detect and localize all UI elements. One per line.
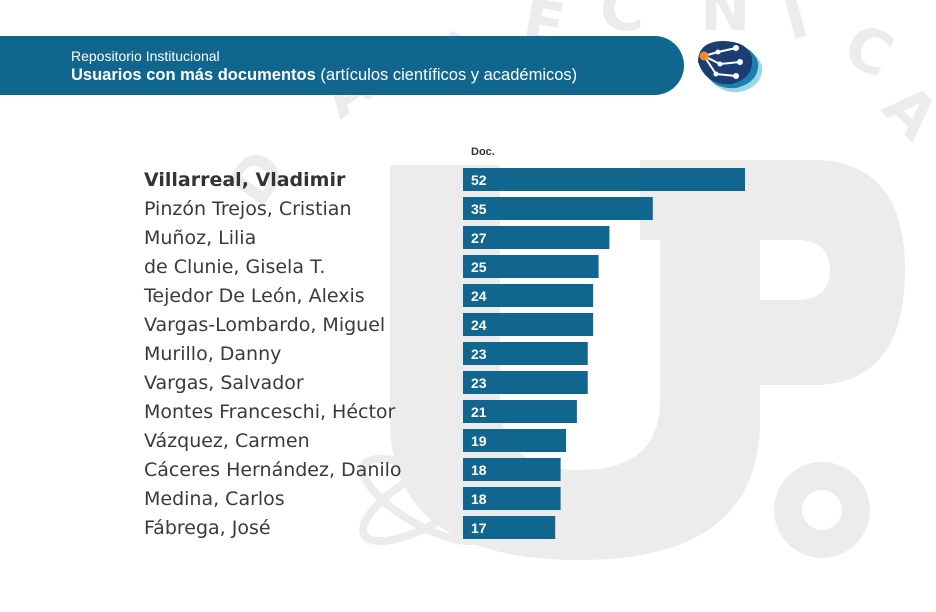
- repository-subtitle: Repositorio Institucional: [71, 48, 220, 64]
- page-title: Usuarios con más documentos (artículos c…: [71, 66, 577, 85]
- bar: [463, 313, 594, 336]
- bar-value-label: 25: [471, 259, 487, 275]
- author-label: Murillo, Danny: [144, 343, 281, 365]
- bar-value-label: 17: [471, 520, 487, 536]
- bar-value-label: 18: [471, 491, 487, 507]
- bar: [463, 371, 588, 394]
- bar-value-label: 52: [471, 172, 487, 188]
- author-label: Cáceres Hernández, Danilo: [144, 459, 402, 481]
- bar: [463, 168, 745, 191]
- author-label: Villarreal, Vladimir: [144, 169, 346, 191]
- bar-value-label: 24: [471, 317, 487, 333]
- bar-value-label: 18: [471, 462, 487, 478]
- title-main: Usuarios con más documentos: [71, 66, 321, 84]
- bar: [463, 400, 577, 423]
- bar: [463, 342, 588, 365]
- bar-value-label: 27: [471, 230, 487, 246]
- bar-value-label: 21: [471, 404, 487, 420]
- bar: [463, 487, 561, 510]
- author-label: Vargas-Lombardo, Miguel: [144, 314, 385, 336]
- bar: [463, 197, 653, 220]
- bar-value-label: 35: [471, 201, 487, 217]
- bar: [463, 255, 599, 278]
- bar-value-label: 24: [471, 288, 487, 304]
- author-label: Vázquez, Carmen: [144, 430, 310, 452]
- author-label: Fábrega, José: [144, 517, 271, 539]
- bar: [463, 226, 610, 249]
- bar-value-label: 23: [471, 375, 487, 391]
- author-label: Vargas, Salvador: [144, 372, 304, 394]
- bar-value-label: 23: [471, 346, 487, 362]
- bar: [463, 429, 567, 452]
- bar: [463, 516, 556, 539]
- bar: [463, 458, 561, 481]
- svg-text:N: N: [700, 0, 750, 45]
- author-label: Tejedor De León, Alexis: [143, 285, 365, 307]
- bar-value-label: 19: [471, 433, 487, 449]
- title-parenthetical: (artículos científicos y académicos): [320, 66, 578, 84]
- network-brain-icon: [698, 41, 763, 93]
- value-axis-label: Doc.: [471, 146, 495, 158]
- author-label: Medina, Carlos: [144, 488, 285, 510]
- header-banner: Repositorio Institucional Usuarios con m…: [0, 36, 684, 95]
- author-label: Montes Franceschi, Héctor: [144, 401, 396, 423]
- bar: [463, 284, 594, 307]
- author-label: Muñoz, Lilia: [144, 227, 256, 249]
- author-label: de Clunie, Gisela T.: [144, 256, 325, 278]
- author-label: Pinzón Trejos, Cristian: [144, 198, 352, 220]
